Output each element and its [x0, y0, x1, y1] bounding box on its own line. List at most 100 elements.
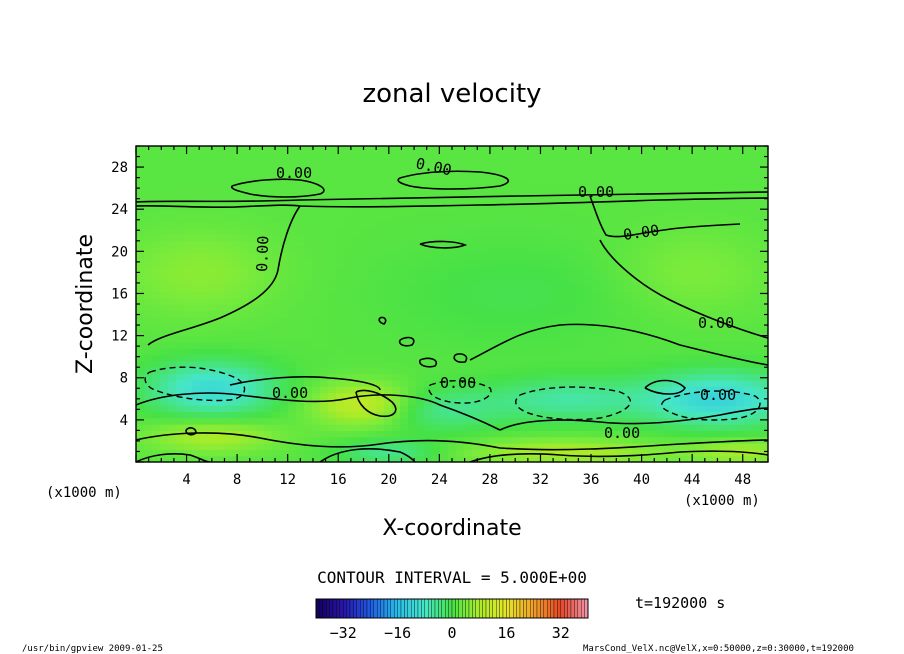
heatmap-cell [416, 322, 425, 330]
heatmap-cell [320, 348, 329, 356]
heatmap-cell [712, 247, 721, 255]
heatmap-cell [744, 278, 753, 286]
heatmap-cell [144, 209, 153, 217]
heatmap-cell [760, 417, 768, 425]
heatmap-cell [544, 310, 553, 318]
heatmap-cell [464, 455, 473, 462]
heatmap-cell [192, 158, 201, 166]
heatmap-cell [520, 398, 529, 406]
heatmap-cell [656, 348, 665, 356]
heatmap-cell [616, 234, 625, 242]
heatmap-cell [672, 221, 681, 229]
heatmap-cell [728, 171, 737, 179]
heatmap-cell [560, 278, 569, 286]
heatmap-cell [392, 398, 401, 406]
heatmap-cell [536, 272, 545, 280]
heatmap-cell [384, 171, 393, 179]
heatmap-cell [208, 183, 217, 191]
heatmap-cell [704, 424, 713, 431]
heatmap-cell [272, 259, 281, 267]
heatmap-cell [336, 341, 345, 349]
heatmap-cell [288, 449, 297, 457]
heatmap-cell [424, 266, 433, 273]
heatmap-cell [632, 177, 641, 185]
heatmap-cell [176, 360, 185, 368]
heatmap-cell [224, 411, 233, 419]
heatmap-cell [520, 430, 529, 438]
heatmap-cell [312, 259, 321, 267]
heatmap-cell [232, 285, 241, 292]
heatmap-cell [728, 215, 737, 223]
heatmap-cell [152, 417, 161, 425]
heatmap-cell [304, 335, 313, 343]
heatmap-cell [648, 164, 657, 172]
heatmap-cell [224, 322, 233, 330]
heatmap-cell [384, 304, 393, 311]
heatmap-cell [488, 386, 497, 394]
heatmap-cell [416, 304, 425, 311]
heatmap-cell [592, 247, 601, 255]
heatmap-cell [704, 367, 713, 375]
heatmap-cell [552, 171, 561, 179]
heatmap-cell [712, 234, 721, 242]
heatmap-cell [440, 285, 449, 292]
heatmap-cell [720, 436, 729, 444]
heatmap-cell [144, 285, 153, 292]
heatmap-cell [448, 253, 457, 261]
heatmap-cell [608, 360, 617, 368]
heatmap-cell [192, 291, 201, 299]
heatmap-cell [312, 455, 321, 462]
heatmap-cell [328, 373, 337, 381]
heatmap-cell [344, 234, 353, 242]
heatmap-cell [232, 177, 241, 185]
colorbar-cell [553, 598, 558, 619]
heatmap-cell [432, 171, 441, 179]
heatmap-cell [656, 146, 665, 153]
heatmap-cell [248, 455, 257, 462]
heatmap-cell [664, 316, 673, 324]
heatmap-cell [192, 259, 201, 267]
heatmap-cell [472, 152, 481, 160]
heatmap-cell [384, 322, 393, 330]
heatmap-cell [240, 253, 249, 261]
heatmap-cell [584, 146, 593, 153]
heatmap-cell [760, 373, 768, 381]
heatmap-cell [520, 360, 529, 368]
heatmap-cell [632, 146, 641, 153]
heatmap-cell [248, 335, 257, 343]
heatmap-cell [416, 405, 425, 413]
heatmap-cell [232, 392, 241, 400]
heatmap-cell [400, 386, 409, 394]
heatmap-cell [656, 221, 665, 229]
heatmap-cell [352, 335, 361, 343]
heatmap-cell [288, 177, 297, 185]
heatmap-cell [616, 278, 625, 286]
heatmap-cell [600, 221, 609, 229]
heatmap-cell [712, 158, 721, 166]
heatmap-cell [264, 455, 273, 462]
heatmap-cell [232, 449, 241, 457]
heatmap-cell [584, 386, 593, 394]
heatmap-cell [272, 240, 281, 248]
heatmap-cell [752, 379, 761, 387]
heatmap-cell [168, 285, 177, 292]
heatmap-cell [360, 316, 369, 324]
heatmap-cell [568, 386, 577, 394]
heatmap-cell [200, 360, 209, 368]
heatmap-cell [512, 411, 521, 419]
heatmap-cell [552, 297, 561, 305]
heatmap-cell [520, 146, 529, 153]
heatmap-cell [472, 304, 481, 311]
heatmap-cell [424, 158, 433, 166]
heatmap-cell [136, 209, 145, 217]
heatmap-cell [232, 215, 241, 223]
heatmap-cell [648, 430, 657, 438]
heatmap-cell [640, 209, 649, 217]
heatmap-cell [208, 417, 217, 425]
heatmap-cell [400, 259, 409, 267]
heatmap-cell [672, 215, 681, 223]
heatmap-cell [568, 424, 577, 431]
heatmap-cell [736, 234, 745, 242]
heatmap-cell [192, 177, 201, 185]
heatmap-cell [688, 379, 697, 387]
